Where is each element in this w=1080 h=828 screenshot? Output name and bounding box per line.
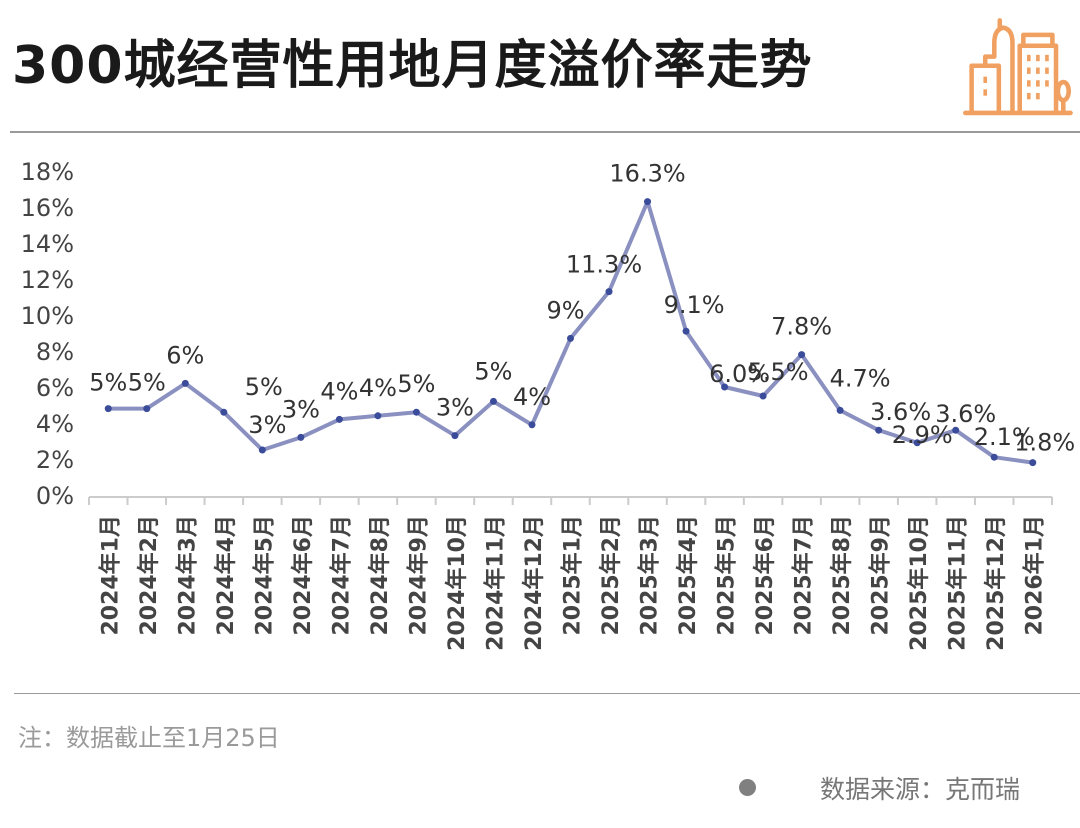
data-label: 4% [359, 374, 397, 402]
x-tick-label: 2024年1月 [97, 515, 123, 636]
data-label: 4% [320, 377, 358, 405]
data-label: 5% [397, 370, 435, 398]
footer-divider [14, 693, 1080, 694]
data-point-marker [220, 408, 228, 416]
x-tick-label: 2025年6月 [752, 515, 778, 636]
y-tick-label: 14% [21, 230, 74, 258]
data-label: 4.7% [830, 364, 891, 392]
y-tick-label: 18% [21, 158, 74, 186]
y-tick-label: 8% [36, 338, 74, 366]
x-tick-label: 2024年6月 [290, 515, 316, 636]
x-tick-label: 2024年7月 [328, 515, 354, 636]
x-tick-label: 2024年11月 [482, 515, 508, 651]
data-point-marker [143, 405, 151, 413]
x-tick-label: 2024年10月 [444, 515, 470, 651]
x-tick-label: 2025年9月 [868, 515, 894, 636]
data-label: 2.1% [974, 423, 1035, 451]
data-label: 1.8% [1014, 429, 1075, 457]
y-tick-label: 4% [36, 410, 74, 438]
x-tick-label: 2025年4月 [675, 515, 701, 636]
x-tick-label: 2025年10月 [906, 515, 932, 651]
y-tick-label: 10% [21, 302, 74, 330]
data-point-marker [1029, 459, 1037, 467]
data-label: 5% [245, 373, 283, 401]
data-point-marker [913, 439, 921, 447]
data-point-marker [875, 426, 883, 434]
page-title: 300城经营性用地月度溢价率走势 [12, 36, 813, 96]
x-tick-label: 2024年5月 [251, 515, 277, 636]
data-point-marker [682, 327, 690, 335]
footnote: 注：数据截止至1月25日 [18, 724, 280, 752]
data-point-marker [104, 405, 112, 413]
x-tick-label: 2024年3月 [174, 515, 200, 636]
x-tick-label: 2025年3月 [637, 515, 663, 636]
data-point-marker [297, 433, 305, 441]
y-tick-label: 2% [36, 446, 74, 474]
data-label: 5% [128, 369, 166, 397]
x-tick-label: 2025年2月 [598, 515, 624, 636]
header-divider [10, 131, 1080, 133]
x-tick-label: 2024年4月 [213, 515, 239, 636]
x-tick-label: 2025年1月 [560, 515, 586, 636]
x-tick-label: 2025年11月 [945, 515, 971, 651]
data-label: 3% [436, 394, 474, 422]
x-tick-label: 2024年8月 [367, 515, 393, 636]
data-point-marker [798, 351, 806, 359]
x-tick-label: 2024年12月 [521, 515, 547, 651]
x-tick-label: 2024年2月 [136, 515, 162, 636]
data-point-marker [181, 379, 189, 387]
data-point-marker [990, 453, 998, 461]
y-tick-label: 0% [36, 482, 74, 510]
data-label: 5% [474, 357, 512, 385]
y-tick-label: 6% [36, 374, 74, 402]
data-label: 3.6% [870, 398, 931, 426]
data-label: 2.9% [892, 421, 953, 449]
data-label: 3% [248, 411, 286, 439]
line-chart: 0% 2% 4% 6% 8% 10% 12% 14% 16% 18% 2024年1月 2024年2月 2… [21, 158, 1076, 651]
x-tick-label: 2025年7月 [791, 515, 817, 636]
data-label: 4% [513, 383, 551, 411]
data-label: 3.6% [935, 400, 996, 428]
data-label: 9% [546, 296, 584, 324]
data-point-marker [335, 415, 343, 423]
data-point-marker [567, 334, 574, 342]
x-tick-label: 2025年12月 [983, 515, 1009, 651]
x-tick-label: 2024年9月 [405, 515, 431, 636]
data-point-marker [836, 406, 844, 414]
bullet-dot-icon [739, 779, 756, 796]
data-point-marker [528, 421, 536, 429]
data-label: 6.0% [709, 360, 770, 388]
x-tick-label: 2025年8月 [829, 515, 855, 636]
x-tick-label: 2025年5月 [714, 515, 740, 636]
data-label: 7.8% [771, 313, 832, 341]
data-point-marker [605, 288, 613, 296]
data-source: 数据来源：克而瑞 [820, 775, 1021, 804]
city-buildings-icon [962, 18, 1073, 116]
data-point-marker [721, 383, 729, 391]
y-tick-label: 12% [21, 266, 74, 294]
data-label: 6% [166, 341, 204, 369]
data-point-marker [258, 446, 266, 454]
data-label: 5.5% [748, 358, 809, 386]
data-label: 16.3% [609, 160, 685, 188]
data-label: 3% [282, 395, 320, 423]
data-label: 9.1% [664, 291, 725, 319]
data-point-marker [374, 412, 382, 420]
data-point-marker [412, 408, 420, 416]
x-tick-label: 2026年1月 [1022, 515, 1048, 636]
data-label: 11.3% [566, 251, 642, 279]
data-point-marker [451, 432, 459, 440]
data-label: 5% [89, 369, 127, 397]
data-point-marker [644, 198, 652, 206]
data-point-marker [952, 426, 960, 434]
data-point-marker [489, 397, 497, 405]
data-point-marker [759, 392, 767, 400]
y-tick-label: 16% [21, 194, 74, 222]
